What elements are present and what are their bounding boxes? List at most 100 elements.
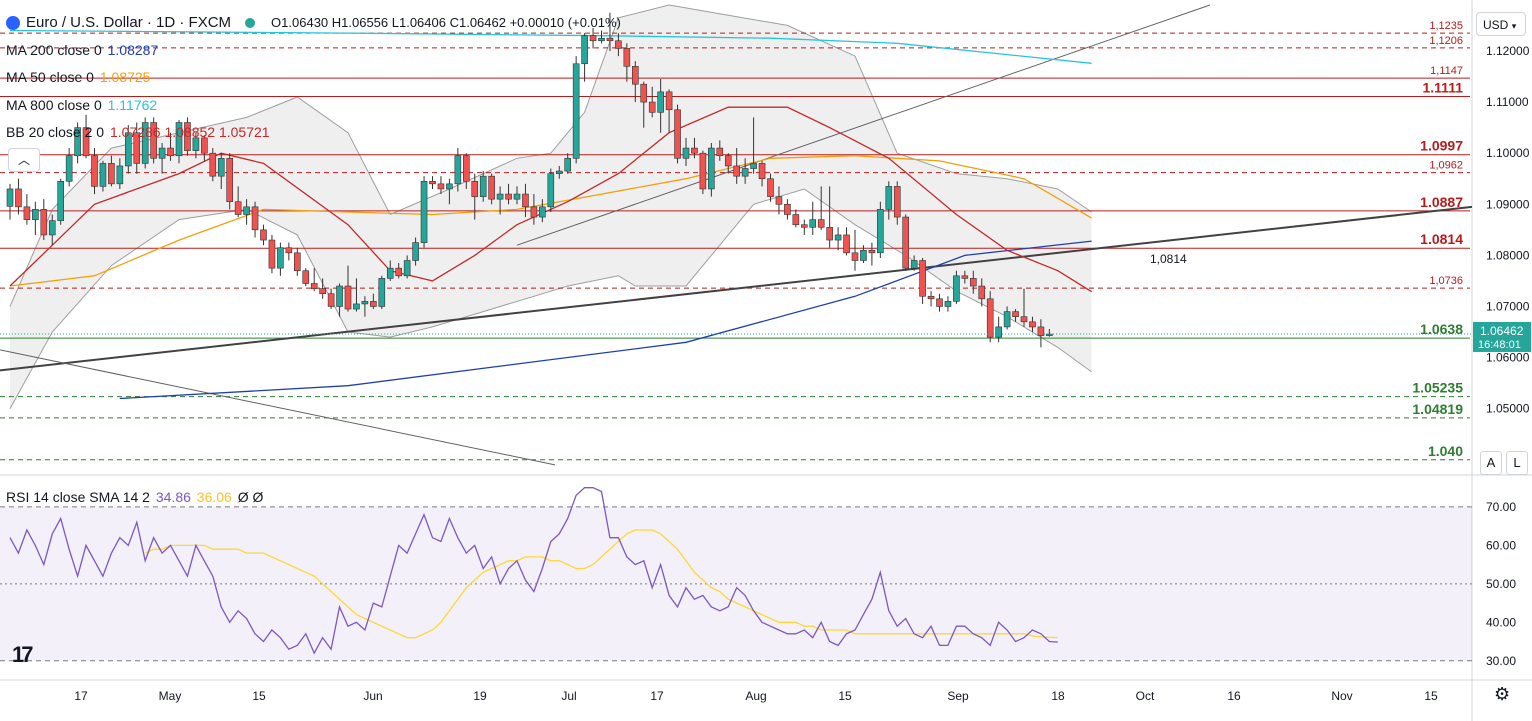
moving-average-line[interactable] [9, 29, 1092, 64]
candle-body[interactable] [724, 155, 732, 167]
candle-body[interactable] [910, 260, 918, 269]
falling-trendline[interactable] [0, 349, 556, 466]
candle-body[interactable] [488, 175, 495, 200]
candle-body[interactable] [150, 122, 157, 159]
candle-body[interactable] [15, 188, 22, 208]
candle-body[interactable] [995, 326, 1002, 338]
candle-body[interactable] [615, 40, 622, 49]
candle-body[interactable] [395, 267, 403, 277]
candle-body[interactable] [826, 226, 833, 241]
candle-body[interactable] [344, 285, 352, 310]
candle-body[interactable] [640, 83, 648, 103]
candle-body[interactable] [885, 186, 893, 210]
candle-body[interactable] [986, 298, 994, 338]
legend-ma50[interactable]: MA 50 close 0 1.08725 [6, 69, 150, 85]
support-trendline[interactable] [0, 205, 1473, 372]
candle-body[interactable] [809, 219, 817, 228]
candle-body[interactable] [733, 165, 741, 177]
candle-body[interactable] [936, 298, 943, 307]
candle-body[interactable] [184, 122, 191, 151]
candle-body[interactable] [868, 249, 876, 254]
candle-body[interactable] [48, 220, 56, 236]
candle-body[interactable] [378, 278, 386, 307]
candle-body[interactable] [505, 193, 512, 200]
candle-body[interactable] [454, 155, 462, 185]
candle-body[interactable] [446, 183, 453, 190]
candle-body[interactable] [674, 109, 681, 159]
candle-body[interactable] [953, 275, 960, 302]
candle-body[interactable] [691, 147, 698, 154]
candle-body[interactable] [277, 247, 284, 269]
candle-body[interactable] [319, 288, 326, 295]
candle-body[interactable] [648, 101, 656, 113]
candle-body[interactable] [1029, 321, 1036, 328]
legend-rsi[interactable]: RSI 14 close SMA 14 2 34.86 36.06 Ø Ø [6, 489, 263, 505]
collapse-legend-button[interactable]: ︿ [8, 148, 40, 172]
candle-body[interactable] [834, 234, 842, 241]
candle-body[interactable] [234, 201, 242, 215]
moving-average-line[interactable] [119, 240, 1092, 400]
candle-body[interactable] [217, 157, 225, 177]
log-scale-button[interactable]: L [1506, 451, 1528, 475]
candle-body[interactable] [665, 91, 673, 111]
candle-body[interactable] [530, 206, 538, 218]
candle-body[interactable] [623, 48, 631, 67]
candle-body[interactable] [978, 285, 986, 300]
candle-body[interactable] [784, 203, 791, 215]
candle-body[interactable] [108, 163, 115, 185]
current-price-tag[interactable] [1473, 321, 1531, 352]
candle-body[interactable] [877, 209, 884, 254]
candle-body[interactable] [767, 178, 774, 197]
gear-icon[interactable]: ⚙ [1494, 684, 1511, 704]
candle-body[interactable] [572, 63, 580, 159]
candle-body[interactable] [327, 293, 335, 307]
symbol-title[interactable]: Euro / U.S. Dollar · 1D · FXCM [26, 14, 232, 31]
candle-body[interactable] [412, 242, 419, 261]
candle-body[interactable] [361, 301, 369, 305]
candle-body[interactable] [589, 35, 597, 42]
candle-body[interactable] [251, 206, 259, 231]
candle-body[interactable] [57, 180, 65, 221]
candle-body[interactable] [631, 66, 639, 85]
candle-body[interactable] [944, 301, 952, 307]
candle-body[interactable] [353, 303, 360, 310]
candle-body[interactable] [23, 206, 31, 220]
candle-body[interactable] [775, 196, 783, 205]
candle-body[interactable] [403, 260, 411, 277]
candle-body[interactable] [40, 209, 48, 236]
candle-body[interactable] [1003, 311, 1011, 328]
candle-body[interactable] [293, 252, 301, 272]
candle-body[interactable] [851, 252, 859, 261]
candle-body[interactable] [32, 209, 39, 220]
candle-body[interactable] [792, 214, 800, 226]
candle-body[interactable] [386, 267, 394, 279]
currency-button[interactable]: USD ▾ [1476, 12, 1526, 36]
candle-body[interactable] [927, 295, 935, 300]
candle-body[interactable] [893, 186, 901, 218]
candle-body[interactable] [513, 193, 521, 200]
bollinger-upper-line[interactable] [9, 4, 1092, 307]
candle-body[interactable] [1037, 326, 1045, 336]
candle-body[interactable] [843, 234, 850, 254]
candle-body[interactable] [800, 224, 808, 228]
candle-body[interactable] [496, 193, 504, 200]
candle-body[interactable] [192, 137, 200, 151]
auto-scale-button[interactable]: A [1480, 451, 1502, 475]
candle-body[interactable] [158, 147, 166, 159]
candle-body[interactable] [522, 193, 529, 208]
candle-body[interactable] [167, 147, 174, 157]
candle-body[interactable] [336, 285, 343, 307]
candle-body[interactable] [564, 157, 572, 172]
candle-body[interactable] [471, 180, 479, 197]
upper-trendline[interactable] [516, 4, 1211, 246]
candle-body[interactable] [91, 155, 98, 187]
moving-average-line[interactable] [9, 155, 1092, 287]
candle-body[interactable] [479, 175, 487, 197]
candle-body[interactable] [919, 260, 926, 297]
candle-body[interactable] [285, 247, 293, 254]
candle-body[interactable] [116, 165, 124, 185]
candle-body[interactable] [902, 216, 910, 269]
candle-body[interactable] [310, 283, 318, 289]
candle-body[interactable] [226, 157, 233, 203]
